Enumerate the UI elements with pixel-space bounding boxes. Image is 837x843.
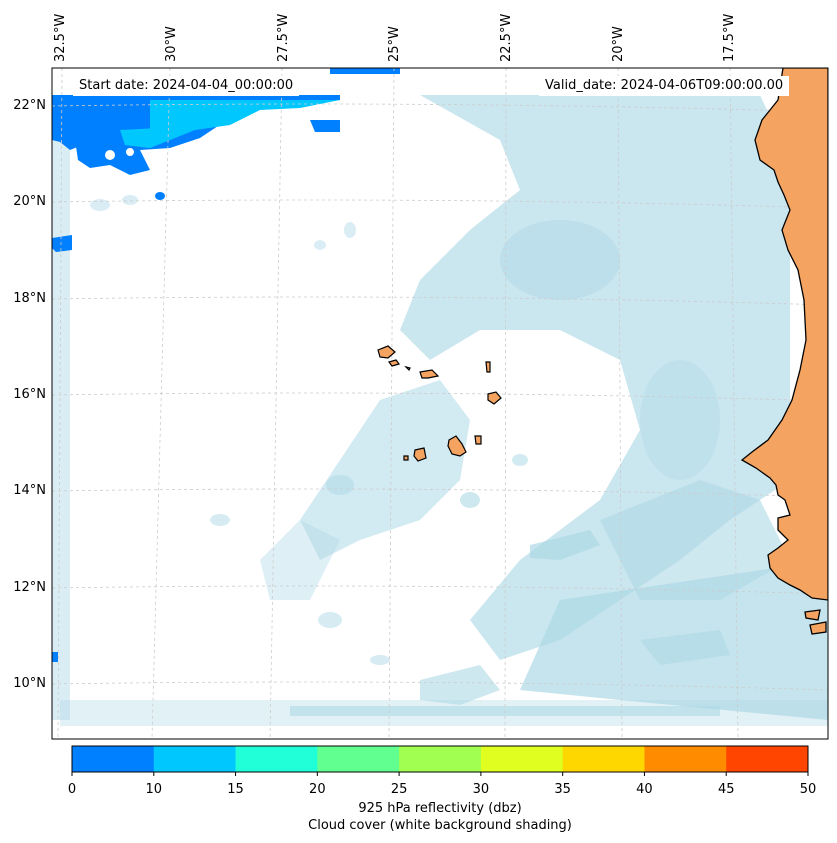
colorbar-tick-label: 45 (717, 782, 735, 797)
colorbar-swatch (644, 746, 727, 772)
colorbar-tick-label: 50 (799, 782, 817, 797)
reflectivity-shading (52, 68, 400, 662)
colorbar-tick-label: 10 (145, 782, 163, 797)
colorbar-swatch (235, 746, 318, 772)
colorbar-subtitle: Cloud cover (white background shading) (308, 818, 572, 833)
latitude-label: 20°N (13, 194, 46, 209)
longitude-label: 25°W (387, 26, 402, 62)
valid-date-label: Valid_date: 2024-04-06T09:00:00.00 (539, 76, 790, 96)
latitude-label: 16°N (13, 387, 46, 402)
longitude-label: 17.5°W (722, 13, 737, 62)
colorbar-tick-label: 20 (309, 782, 326, 797)
colorbar-title: 925 hPa reflectivity (dbz) (358, 801, 522, 816)
colorbar-swatch (562, 746, 645, 772)
cape-verde-islands (377, 345, 502, 462)
longitude-label: 20°W (611, 26, 626, 62)
longitude-label: 32.5°W (53, 13, 68, 62)
colorbar-tick-label: 25 (390, 782, 408, 797)
colorbar-swatch (399, 746, 482, 772)
colorbar-tick-label: 35 (554, 782, 571, 797)
latitude-label: 12°N (13, 580, 46, 595)
colorbar-swatch (726, 746, 809, 772)
cloud-cover-shading (52, 95, 828, 726)
map-frame (51, 67, 829, 740)
latitude-label: 22°N (13, 98, 46, 113)
start-date-label: Start date: 2024-04-04_00:00:00 (73, 76, 300, 96)
latitude-label: 14°N (13, 483, 46, 498)
colorbar-tick-label: 0 (67, 782, 77, 797)
colorbar-tick-label: 30 (472, 782, 490, 797)
reflectivity-colorbar (71, 745, 809, 776)
colorbar-swatch (480, 746, 564, 772)
latitude-label: 10°N (13, 676, 46, 691)
colorbar-tick-label: 40 (636, 782, 653, 797)
west-africa-land (740, 68, 828, 635)
colorbar-swatch (153, 746, 237, 772)
latitude-label: 18°N (13, 291, 46, 306)
map-gridlines (52, 68, 828, 739)
colorbar-swatch (317, 746, 400, 772)
colorbar-frame (71, 745, 809, 773)
colorbar-tick-label: 15 (227, 782, 244, 797)
longitude-label: 22.5°W (499, 13, 514, 62)
longitude-label: 30°W (164, 26, 179, 62)
colorbar-swatch (72, 746, 155, 772)
longitude-label: 27.5°W (276, 13, 291, 62)
